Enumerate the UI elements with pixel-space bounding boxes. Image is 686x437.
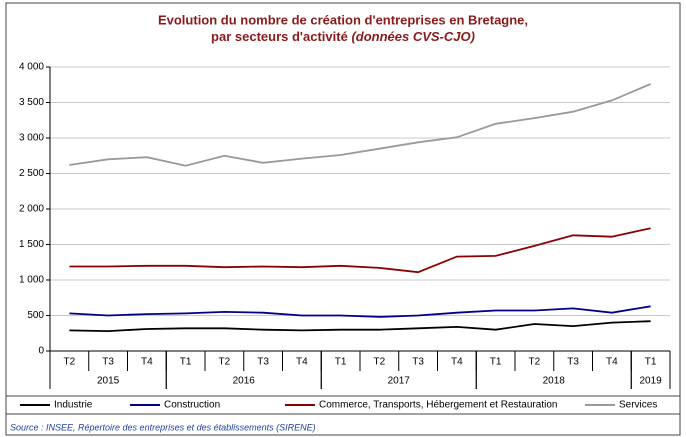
year-label: 2015 bbox=[97, 376, 120, 387]
series-line bbox=[69, 227, 651, 274]
x-tick-label: T1 bbox=[490, 357, 502, 368]
series-line bbox=[69, 320, 651, 333]
y-tick-label: 0 bbox=[38, 346, 44, 357]
chart-subtitle: par secteurs d'activité (données CVS-CJO… bbox=[211, 29, 475, 44]
y-tick-label: 500 bbox=[27, 310, 44, 321]
year-label: 2016 bbox=[233, 376, 256, 387]
x-tick-label: T2 bbox=[64, 357, 76, 368]
y-tick-label: 3 500 bbox=[19, 97, 44, 108]
x-tick-label: T4 bbox=[451, 357, 463, 368]
year-label: 2019 bbox=[640, 376, 663, 387]
legend-label: Commerce, Transports, Hébergement et Res… bbox=[319, 400, 557, 411]
x-tick-label: T2 bbox=[219, 357, 231, 368]
y-tick-label: 2 500 bbox=[19, 168, 44, 179]
y-tick-label: 3 000 bbox=[19, 133, 44, 144]
x-tick-label: T1 bbox=[645, 357, 657, 368]
x-tick-label: T3 bbox=[567, 357, 579, 368]
y-tick-label: 4 000 bbox=[19, 62, 44, 73]
y-tick-label: 1 000 bbox=[19, 275, 44, 286]
series-line bbox=[69, 305, 651, 318]
year-label: 2018 bbox=[543, 376, 566, 387]
x-tick-label: T1 bbox=[335, 357, 347, 368]
x-tick-label: T1 bbox=[180, 357, 192, 368]
x-tick-label: T3 bbox=[102, 357, 114, 368]
chart-title: Evolution du nombre de création d'entrep… bbox=[158, 12, 528, 27]
x-tick-label: T4 bbox=[141, 357, 153, 368]
y-tick-label: 2 000 bbox=[19, 204, 44, 215]
x-tick-label: T3 bbox=[412, 357, 424, 368]
x-tick-label: T4 bbox=[296, 357, 308, 368]
legend-label: Industrie bbox=[54, 400, 93, 411]
x-tick-label: T2 bbox=[374, 357, 386, 368]
x-tick-label: T2 bbox=[529, 357, 541, 368]
subtitle-main: par secteurs d'activité bbox=[211, 29, 348, 44]
chart-border bbox=[5, 2, 681, 436]
series-line bbox=[69, 83, 651, 167]
x-tick-label: T3 bbox=[257, 357, 269, 368]
y-tick-label: 1 500 bbox=[19, 239, 44, 250]
x-tick-label: T4 bbox=[606, 357, 618, 368]
legend-label: Construction bbox=[164, 400, 220, 411]
legend-label: Services bbox=[619, 400, 657, 411]
subtitle-italic: (données CVS-CJO) bbox=[351, 29, 475, 44]
legend-box bbox=[5, 395, 681, 415]
source: Source : INSEE, Répertoire des entrepris… bbox=[10, 422, 316, 432]
year-label: 2017 bbox=[388, 376, 411, 387]
